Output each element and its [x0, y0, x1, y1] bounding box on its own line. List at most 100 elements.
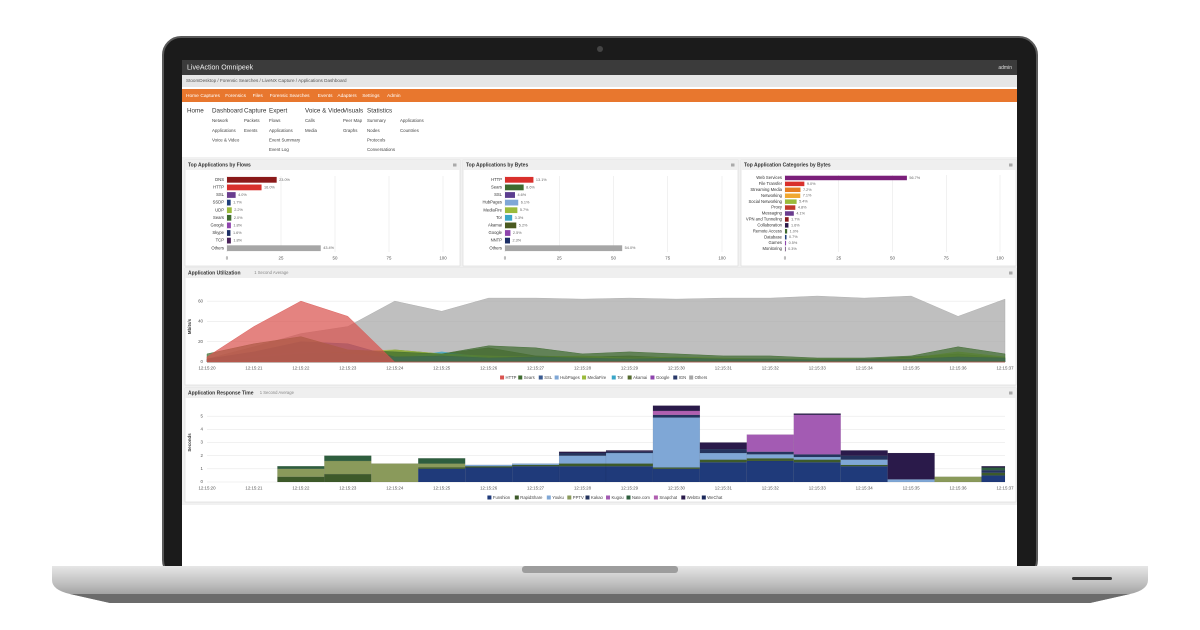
menu-item[interactable]: Events — [244, 128, 258, 133]
panel-menu[interactable] — [731, 163, 735, 167]
bar — [785, 199, 797, 204]
x-tick-label: 12:15:26 — [480, 366, 498, 371]
bar-segment — [652, 468, 701, 483]
value-label: 16.0% — [264, 185, 275, 189]
panel-subtitle: 1 Second Average — [260, 390, 295, 395]
value-label: 1.7% — [233, 201, 242, 205]
legend-swatch — [500, 375, 505, 380]
menu-item[interactable]: Calls — [305, 118, 316, 123]
area — [206, 300, 1005, 363]
bar-segment — [418, 467, 466, 469]
x-tick-label: 12:15:34 — [856, 366, 874, 371]
nav-item[interactable]: Admin — [387, 93, 401, 99]
x-tick-label: 12:15:28 — [574, 486, 592, 491]
user-menu[interactable]: admin — [998, 65, 1012, 71]
bar — [227, 245, 321, 252]
y-tick-label: 4 — [201, 426, 204, 431]
value-label: 2.2% — [234, 208, 243, 212]
menu-item[interactable]: Conversations — [367, 147, 396, 152]
menu-title[interactable]: Capture — [244, 108, 267, 115]
legend-swatch — [627, 375, 632, 380]
legend-label: WeChat — [707, 495, 723, 500]
legend-label: WebEx — [687, 495, 701, 500]
y-tick-label: 0 — [201, 479, 204, 484]
menu-item[interactable]: Flows — [269, 118, 281, 123]
bar-segment — [558, 452, 607, 456]
menu-item[interactable]: Countries — [400, 128, 420, 133]
nav-item[interactable]: Captures — [200, 93, 220, 99]
menu-item[interactable]: Summary — [367, 118, 387, 123]
category-label: Sears — [491, 185, 502, 190]
menu-title[interactable]: Expert — [269, 108, 287, 115]
panel-menu[interactable] — [1009, 271, 1013, 275]
menu-item[interactable]: Event Summary — [269, 137, 301, 142]
menu-item[interactable]: Packets — [244, 118, 260, 123]
category-label: Games — [769, 240, 783, 245]
bar — [505, 192, 515, 198]
bar-segment — [840, 466, 888, 483]
category-label: NNTP — [491, 238, 503, 243]
menu-item[interactable]: Event Log — [269, 147, 289, 152]
value-label: 4.6% — [517, 193, 526, 197]
legend-label: SSL — [544, 375, 553, 380]
value-label: 1.8% — [233, 223, 242, 227]
bar-segment — [840, 464, 888, 467]
x-tick-label: 75 — [944, 256, 949, 261]
menu-title[interactable]: Dashboard — [212, 108, 243, 115]
menu-item[interactable]: Applications — [269, 128, 293, 133]
legend-swatch — [582, 375, 587, 380]
x-tick-label: 75 — [387, 256, 392, 261]
panel-menu[interactable] — [1009, 391, 1013, 395]
value-label: 43.4% — [323, 246, 334, 250]
panel-title: Application Utilization — [188, 270, 241, 276]
panel-title: Application Response Time — [188, 390, 254, 396]
category-label: UDP — [215, 207, 224, 212]
menu-title[interactable]: Home — [187, 108, 204, 115]
legend-swatch — [554, 375, 559, 380]
menu-item[interactable]: Media — [305, 128, 318, 133]
menu-item[interactable]: Protocols — [367, 137, 386, 142]
x-tick-label: 12:15:32 — [762, 486, 780, 491]
x-tick-label: 0 — [226, 256, 229, 261]
menu-item[interactable]: Network — [212, 118, 229, 123]
bar — [785, 205, 796, 210]
nav-item[interactable]: Adapters — [337, 93, 357, 99]
bar-segment — [418, 458, 466, 464]
value-label: 0.7% — [789, 235, 798, 239]
laptop-base-edge — [70, 594, 1130, 603]
panel-menu[interactable] — [453, 163, 457, 167]
y-axis-label: Seconds — [187, 433, 192, 452]
bar — [227, 214, 232, 221]
menu-title[interactable]: Statistics — [367, 108, 392, 115]
x-tick-label: 12:15:23 — [339, 486, 357, 491]
menu-item[interactable]: Applications — [212, 128, 236, 133]
bar-segment — [699, 459, 747, 463]
nav-item[interactable]: Settings — [362, 93, 380, 99]
category-label: SSDP — [213, 200, 225, 205]
nav-item[interactable]: Forensics — [225, 93, 246, 99]
legend-swatch — [567, 495, 572, 500]
x-tick-label: 0 — [784, 256, 787, 261]
x-tick-label: 50 — [333, 256, 338, 261]
menu-item[interactable]: Applications — [400, 118, 424, 123]
menu-item[interactable]: Graphs — [343, 128, 358, 133]
nav-item[interactable]: Files — [253, 93, 264, 99]
panel-menu[interactable] — [1009, 163, 1013, 167]
menu-item[interactable]: Nodes — [367, 128, 380, 133]
menu-title[interactable]: Voice & Video — [305, 108, 345, 115]
x-tick-label: 12:15:24 — [386, 486, 404, 491]
bar-segment — [605, 450, 654, 452]
nav-item[interactable]: Events — [318, 93, 333, 99]
x-tick-label: 25 — [557, 256, 562, 261]
menu-title[interactable]: Visuals — [343, 108, 363, 115]
bar-segment — [324, 455, 372, 462]
x-tick-label: 12:15:25 — [433, 486, 451, 491]
y-tick-label: 3 — [201, 440, 204, 445]
slot — [1072, 577, 1112, 580]
menu-item[interactable]: Voice & Video — [212, 137, 240, 142]
value-label: 7.1% — [803, 194, 812, 198]
nav-item[interactable]: Home — [186, 93, 199, 99]
nav-item[interactable]: Forensic Searches — [270, 93, 311, 99]
menu-item[interactable]: Peer Map — [343, 118, 363, 123]
value-label: 56.7% — [909, 176, 920, 180]
